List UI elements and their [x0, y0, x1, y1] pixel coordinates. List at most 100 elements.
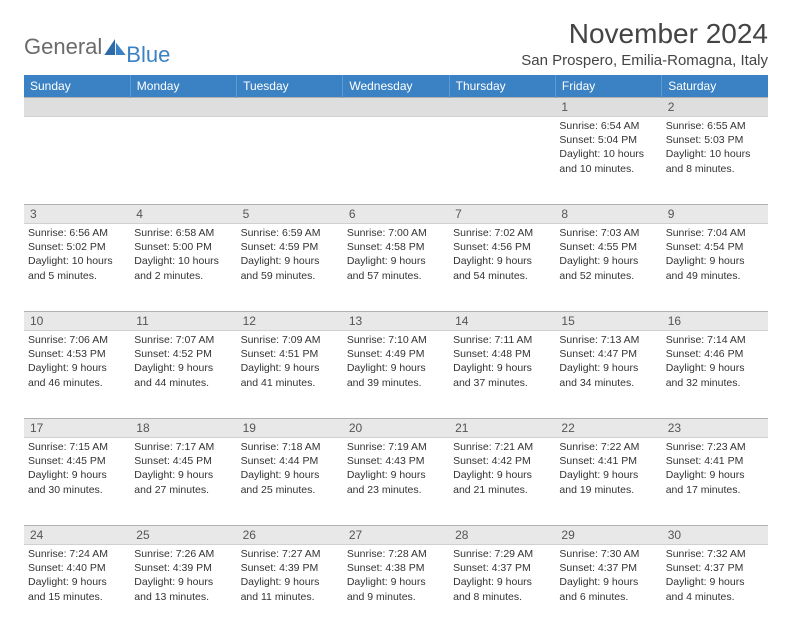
- daylight-line: Daylight: 9 hours and 8 minutes.: [453, 575, 551, 603]
- sunrise-line: Sunrise: 7:22 AM: [559, 440, 657, 454]
- sunset-line: Sunset: 4:51 PM: [241, 347, 339, 361]
- location: San Prospero, Emilia-Romagna, Italy: [521, 52, 768, 69]
- daylight-line: Daylight: 9 hours and 11 minutes.: [241, 575, 339, 603]
- sunset-line: Sunset: 4:45 PM: [28, 454, 126, 468]
- daylight-line: Daylight: 9 hours and 15 minutes.: [28, 575, 126, 603]
- sunset-line: Sunset: 4:40 PM: [28, 561, 126, 575]
- week-row: Sunrise: 7:24 AMSunset: 4:40 PMDaylight:…: [24, 545, 768, 633]
- daylight-line: Daylight: 9 hours and 49 minutes.: [666, 254, 764, 282]
- day-number: 25: [130, 526, 236, 545]
- sunrise-line: Sunrise: 7:14 AM: [666, 333, 764, 347]
- day-cell: Sunrise: 7:32 AMSunset: 4:37 PMDaylight:…: [662, 545, 768, 633]
- logo: General Blue: [24, 26, 170, 68]
- sunrise-line: Sunrise: 7:02 AM: [453, 226, 551, 240]
- sunrise-line: Sunrise: 7:30 AM: [559, 547, 657, 561]
- day-number: 12: [237, 312, 343, 331]
- day-header-tuesday: Tuesday: [237, 75, 343, 98]
- sunrise-line: Sunrise: 6:56 AM: [28, 226, 126, 240]
- sunset-line: Sunset: 4:37 PM: [453, 561, 551, 575]
- sunset-line: Sunset: 4:56 PM: [453, 240, 551, 254]
- day-cell: [130, 117, 236, 205]
- day-cell: Sunrise: 7:10 AMSunset: 4:49 PMDaylight:…: [343, 331, 449, 419]
- daylight-line: Daylight: 9 hours and 19 minutes.: [559, 468, 657, 496]
- daylight-line: Daylight: 9 hours and 44 minutes.: [134, 361, 232, 389]
- day-number: 5: [237, 205, 343, 224]
- sunset-line: Sunset: 4:59 PM: [241, 240, 339, 254]
- daylight-line: Daylight: 9 hours and 39 minutes.: [347, 361, 445, 389]
- daylight-line: Daylight: 9 hours and 17 minutes.: [666, 468, 764, 496]
- day-header-wednesday: Wednesday: [343, 75, 449, 98]
- sunrise-line: Sunrise: 7:09 AM: [241, 333, 339, 347]
- day-number: 18: [130, 419, 236, 438]
- day-number: 30: [662, 526, 768, 545]
- sunset-line: Sunset: 4:41 PM: [559, 454, 657, 468]
- day-number: 27: [343, 526, 449, 545]
- sunrise-line: Sunrise: 7:04 AM: [666, 226, 764, 240]
- day-number: 19: [237, 419, 343, 438]
- sunrise-line: Sunrise: 6:59 AM: [241, 226, 339, 240]
- sunrise-line: Sunrise: 7:18 AM: [241, 440, 339, 454]
- daylight-line: Daylight: 10 hours and 10 minutes.: [559, 147, 657, 175]
- day-number: 7: [449, 205, 555, 224]
- day-cell: Sunrise: 7:06 AMSunset: 4:53 PMDaylight:…: [24, 331, 130, 419]
- day-cell: Sunrise: 7:22 AMSunset: 4:41 PMDaylight:…: [555, 438, 661, 526]
- sunrise-line: Sunrise: 7:06 AM: [28, 333, 126, 347]
- day-cell: Sunrise: 7:07 AMSunset: 4:52 PMDaylight:…: [130, 331, 236, 419]
- day-number: 29: [555, 526, 661, 545]
- daylight-line: Daylight: 9 hours and 59 minutes.: [241, 254, 339, 282]
- daylight-line: Daylight: 9 hours and 34 minutes.: [559, 361, 657, 389]
- daynum-row: 3456789: [24, 205, 768, 224]
- sunset-line: Sunset: 4:47 PM: [559, 347, 657, 361]
- sunset-line: Sunset: 4:38 PM: [347, 561, 445, 575]
- day-header-friday: Friday: [555, 75, 661, 98]
- sunrise-line: Sunrise: 7:26 AM: [134, 547, 232, 561]
- sunset-line: Sunset: 4:37 PM: [666, 561, 764, 575]
- day-cell: Sunrise: 7:00 AMSunset: 4:58 PMDaylight:…: [343, 224, 449, 312]
- day-cell: Sunrise: 7:04 AMSunset: 4:54 PMDaylight:…: [662, 224, 768, 312]
- daylight-line: Daylight: 9 hours and 23 minutes.: [347, 468, 445, 496]
- day-number: 16: [662, 312, 768, 331]
- daylight-line: Daylight: 9 hours and 37 minutes.: [453, 361, 551, 389]
- day-cell: Sunrise: 7:21 AMSunset: 4:42 PMDaylight:…: [449, 438, 555, 526]
- day-cell: [449, 117, 555, 205]
- day-cell: Sunrise: 7:13 AMSunset: 4:47 PMDaylight:…: [555, 331, 661, 419]
- sunrise-line: Sunrise: 7:32 AM: [666, 547, 764, 561]
- logo-text-general: General: [24, 34, 102, 60]
- day-number: 10: [24, 312, 130, 331]
- daylight-line: Daylight: 9 hours and 32 minutes.: [666, 361, 764, 389]
- day-cell: Sunrise: 7:14 AMSunset: 4:46 PMDaylight:…: [662, 331, 768, 419]
- day-number: [24, 98, 130, 117]
- day-number: 15: [555, 312, 661, 331]
- day-number: 21: [449, 419, 555, 438]
- daylight-line: Daylight: 9 hours and 21 minutes.: [453, 468, 551, 496]
- sunset-line: Sunset: 4:49 PM: [347, 347, 445, 361]
- day-cell: Sunrise: 7:24 AMSunset: 4:40 PMDaylight:…: [24, 545, 130, 633]
- day-cell: Sunrise: 7:03 AMSunset: 4:55 PMDaylight:…: [555, 224, 661, 312]
- day-cell: Sunrise: 7:23 AMSunset: 4:41 PMDaylight:…: [662, 438, 768, 526]
- day-number: [449, 98, 555, 117]
- day-cell: Sunrise: 7:02 AMSunset: 4:56 PMDaylight:…: [449, 224, 555, 312]
- sunset-line: Sunset: 5:03 PM: [666, 133, 764, 147]
- day-number: 26: [237, 526, 343, 545]
- day-number: 1: [555, 98, 661, 117]
- sunset-line: Sunset: 4:41 PM: [666, 454, 764, 468]
- daylight-line: Daylight: 10 hours and 8 minutes.: [666, 147, 764, 175]
- daylight-line: Daylight: 9 hours and 41 minutes.: [241, 361, 339, 389]
- day-number: 24: [24, 526, 130, 545]
- sunset-line: Sunset: 4:43 PM: [347, 454, 445, 468]
- sunrise-line: Sunrise: 7:21 AM: [453, 440, 551, 454]
- day-number: 4: [130, 205, 236, 224]
- sunrise-line: Sunrise: 6:58 AM: [134, 226, 232, 240]
- day-number: 11: [130, 312, 236, 331]
- sunset-line: Sunset: 4:44 PM: [241, 454, 339, 468]
- daylight-line: Daylight: 9 hours and 4 minutes.: [666, 575, 764, 603]
- daylight-line: Daylight: 9 hours and 57 minutes.: [347, 254, 445, 282]
- sunrise-line: Sunrise: 7:27 AM: [241, 547, 339, 561]
- day-cell: Sunrise: 7:26 AMSunset: 4:39 PMDaylight:…: [130, 545, 236, 633]
- sunset-line: Sunset: 4:54 PM: [666, 240, 764, 254]
- day-number: [343, 98, 449, 117]
- sunrise-line: Sunrise: 7:03 AM: [559, 226, 657, 240]
- daylight-line: Daylight: 10 hours and 5 minutes.: [28, 254, 126, 282]
- daynum-row: 24252627282930: [24, 526, 768, 545]
- header: General Blue November 2024 San Prospero,…: [24, 18, 768, 69]
